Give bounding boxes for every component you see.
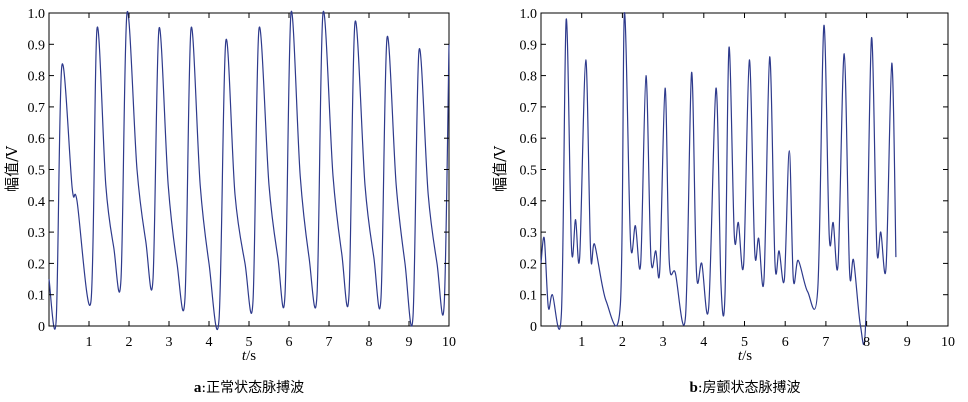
chart-a-x-tick-label: 7	[326, 335, 333, 350]
chart-b-y-label: 幅值/V	[491, 145, 509, 192]
chart-b-y-tick-label: 0	[530, 320, 537, 335]
chart-b-y-tick-label: 0.7	[520, 101, 538, 116]
chart-b-x-tick-label: 4	[700, 335, 707, 350]
chart-a-y-tick-label: 0.3	[28, 226, 46, 241]
chart-b: 0 0.1 0.2 0.3 0.4 0.5 0.6 0.7 0.8 0.9 1.0 1 2 3 4 5 6 7 8…	[491, 7, 955, 396]
chart-a: 0 0.1 0.2 0.3 0.4 0.5 0.6 0.7 0.8 0.9 1.0 1 2 3 4 5 6 7 8…	[3, 7, 456, 396]
chart-b-x-tick-label: 9	[904, 335, 911, 350]
chart-b-x-tick-label: 2	[619, 335, 626, 350]
chart-b-frame	[540, 12, 949, 327]
chart-b-x-tick-label: 3	[660, 335, 667, 350]
chart-a-x-tick-label: 2	[126, 335, 133, 350]
chart-a-caption: a:正常状态脉搏波	[194, 379, 304, 396]
chart-b-y-tick-label: 0.8	[520, 70, 538, 85]
chart-a-y-tick-label: 1.0	[28, 7, 46, 22]
chart-b-x-axis: 1 2 3 4 5 6 7 8 9 10	[578, 13, 955, 350]
chart-a-x-tick-label: 10	[442, 335, 456, 350]
chart-a-x-axis: 1 2 3 4 5 6 7 8 9 10	[86, 13, 456, 350]
chart-a-y-tick-label: 0.1	[28, 289, 46, 304]
chart-b-y-tick-label: 0.9	[520, 38, 538, 53]
chart-b-series-line	[540, 12, 897, 346]
chart-a-frame	[48, 12, 450, 327]
chart-b-x-tick-label: 8	[863, 335, 870, 350]
chart-b-y-tick-label: 1.0	[520, 7, 538, 22]
chart-a-y-tick-label: 0.2	[28, 257, 46, 272]
chart-b-y-tick-label: 0.5	[520, 164, 538, 179]
chart-a-x-tick-label: 3	[166, 335, 173, 350]
chart-a-x-label: t/s	[242, 348, 256, 364]
chart-b-y-tick-label: 0.3	[520, 226, 538, 241]
chart-a-y-axis: 0 0.1 0.2 0.3 0.4 0.5 0.6 0.7 0.8 0.9 1.0	[28, 7, 449, 335]
chart-a-y-tick-label: 0.9	[28, 38, 46, 53]
chart-b-x-tick-label: 1	[578, 335, 585, 350]
chart-a-x-tick-label: 8	[366, 335, 373, 350]
chart-a-y-tick-label: 0.6	[28, 132, 46, 147]
chart-a-y-tick-label: 0	[38, 320, 45, 335]
chart-b-x-label: t/s	[738, 348, 752, 364]
chart-b-y-tick-label: 0.1	[520, 289, 538, 304]
chart-b-x-tick-label: 7	[822, 335, 829, 350]
chart-b-x-tick-label: 6	[782, 335, 789, 350]
chart-a-x-tick-label: 1	[86, 335, 93, 350]
chart-a-series-line	[48, 10, 450, 330]
chart-a-x-tick-label: 9	[406, 335, 413, 350]
chart-a-y-tick-label: 0.5	[28, 164, 46, 179]
chart-b-caption: b:房颤状态脉搏波	[689, 379, 800, 396]
chart-a-y-tick-label: 0.4	[28, 195, 46, 210]
chart-a-y-label: 幅值/V	[3, 145, 21, 192]
chart-a-y-tick-label: 0.7	[28, 101, 46, 116]
chart-a-y-tick-label: 0.8	[28, 70, 46, 85]
chart-b-y-tick-label: 0.6	[520, 132, 538, 147]
chart-b-x-tick-label: 5	[741, 335, 748, 350]
chart-b-x-tick-label: 10	[941, 335, 955, 350]
chart-a-x-tick-label: 6	[286, 335, 293, 350]
chart-a-x-tick-label: 4	[206, 335, 213, 350]
chart-b-y-axis: 0 0.1 0.2 0.3 0.4 0.5 0.6 0.7 0.8 0.9 1.0	[520, 7, 948, 335]
chart-a-x-tick-label: 5	[246, 335, 253, 350]
chart-b-y-tick-label: 0.2	[520, 257, 538, 272]
chart-b-y-tick-label: 0.4	[520, 195, 538, 210]
